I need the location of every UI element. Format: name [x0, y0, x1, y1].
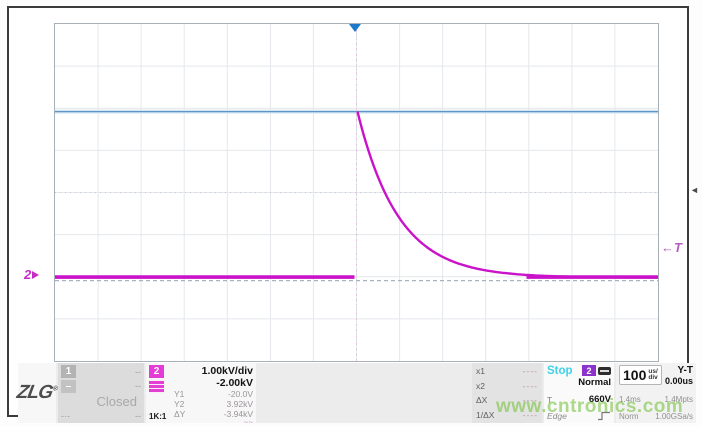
- channel2-badge: 2: [149, 365, 164, 378]
- channel1-value-mid: --: [135, 381, 141, 392]
- cursor-x2-label: x2: [476, 380, 485, 391]
- sample-rate: 1.00GSa/s: [655, 412, 693, 421]
- timebase-unit-bottom: div: [648, 374, 658, 381]
- cursor-dx-value: ----: [522, 395, 538, 406]
- right-arrow-icon: [32, 271, 40, 280]
- cursor-y2-label: Y2: [174, 399, 185, 409]
- cursor-dy-label: ΔY: [174, 409, 186, 419]
- channel1-badge: 1: [61, 365, 76, 378]
- display-mode: Y-T: [677, 365, 693, 376]
- run-state[interactable]: Stop: [547, 365, 573, 377]
- channel2-panel[interactable]: 2 1K:1 1.00kV/div -2.00kV Y1 -20.0V Y2 3.9…: [146, 363, 256, 427]
- trigger-position-marker[interactable]: [349, 24, 361, 32]
- panel-collapse-arrow-icon[interactable]: ◄: [690, 185, 699, 195]
- capture-duration: 1.4ms: [619, 394, 641, 404]
- logo-box: ZLG®: [15, 363, 58, 423]
- channel2-ground-label: 2: [24, 266, 32, 282]
- trigger-delay: 0.00us: [664, 376, 693, 386]
- trigger-level-value: 660V: [588, 394, 611, 405]
- status-bar-spacer: [256, 363, 470, 423]
- trigger-level-label: T: [547, 394, 553, 405]
- waveform-plot: [55, 24, 658, 361]
- channel2-ground-marker[interactable]: 2: [24, 266, 40, 282]
- edge-trigger-icon: [598, 411, 610, 421]
- cursor-x2-value: ----: [522, 380, 538, 391]
- trigger-coupling-icon: [598, 366, 611, 375]
- cursor-invdx-value: ----: [522, 409, 538, 420]
- zlg-logo: ZLG®: [15, 382, 58, 403]
- channel2-probe-ratio: 1K:1: [149, 412, 167, 421]
- trigger-source-badge: 2: [582, 365, 596, 376]
- cursor-y1-label: Y1: [174, 389, 185, 399]
- cursor-x1-label: x1: [476, 366, 485, 376]
- acquire-mode: Norm: [619, 412, 639, 421]
- cursor-dy-value: -3.94kV: [223, 409, 253, 419]
- cursor-y1-value: -20.0V: [227, 389, 253, 399]
- channel1-value-top: --: [135, 366, 141, 377]
- channel1-sub-badge: –: [61, 379, 76, 393]
- trigger-type: Edge: [547, 411, 567, 421]
- channel2-scale: 1.00kV/div: [201, 365, 253, 377]
- channel1-value-bottom: --: [135, 410, 141, 421]
- channel1-state: Closed: [96, 394, 137, 410]
- watermark: www.cntronics.com: [496, 396, 684, 417]
- channel1-coupling: -·-: [61, 410, 70, 421]
- cursor-invdx-label: 1/ΔX: [476, 409, 495, 420]
- timebase-value: 100: [623, 367, 647, 383]
- channel2-offset: -2.00kV: [216, 377, 253, 389]
- cursor-y2-value: 3.92kV: [226, 399, 253, 409]
- memory-depth: 1.4Mpts: [664, 394, 693, 404]
- timebase-scale-box[interactable]: 100 us/div: [619, 365, 662, 385]
- status-bar: ZLG® 1 -- – -- Closed -·- -- 2 1K:1 1.00kV/…: [15, 363, 696, 427]
- trigger-level-marker[interactable]: ←T: [661, 239, 682, 255]
- trigger-panel[interactable]: Stop 2 Normal T 660V Edge: [544, 363, 614, 423]
- timebase-panel[interactable]: 100 us/div Y-T 0.00us 1.4ms 1.4Mpts Norm 1…: [616, 363, 696, 423]
- scope-window: 2 ←T ◄ ZLG® 1 -- – -- Closed -·- -- 2 1K:1 …: [7, 6, 699, 427]
- channel2-coupling-glyphs: ~~: [243, 418, 253, 427]
- waveform-display[interactable]: [54, 23, 659, 362]
- cursor-x1-value: ----: [522, 366, 538, 376]
- channel2-waveform-icon: [149, 380, 164, 393]
- trigger-mode: Normal: [578, 377, 611, 388]
- channel1-panel[interactable]: 1 -- – -- Closed -·- --: [58, 363, 144, 423]
- timebase-unit-top: us/: [648, 367, 658, 375]
- cursor-dx-label: ΔX: [476, 395, 488, 406]
- cursor-panel[interactable]: x1 ---- x2 ---- ΔX ---- 1/ΔX ----: [472, 363, 542, 423]
